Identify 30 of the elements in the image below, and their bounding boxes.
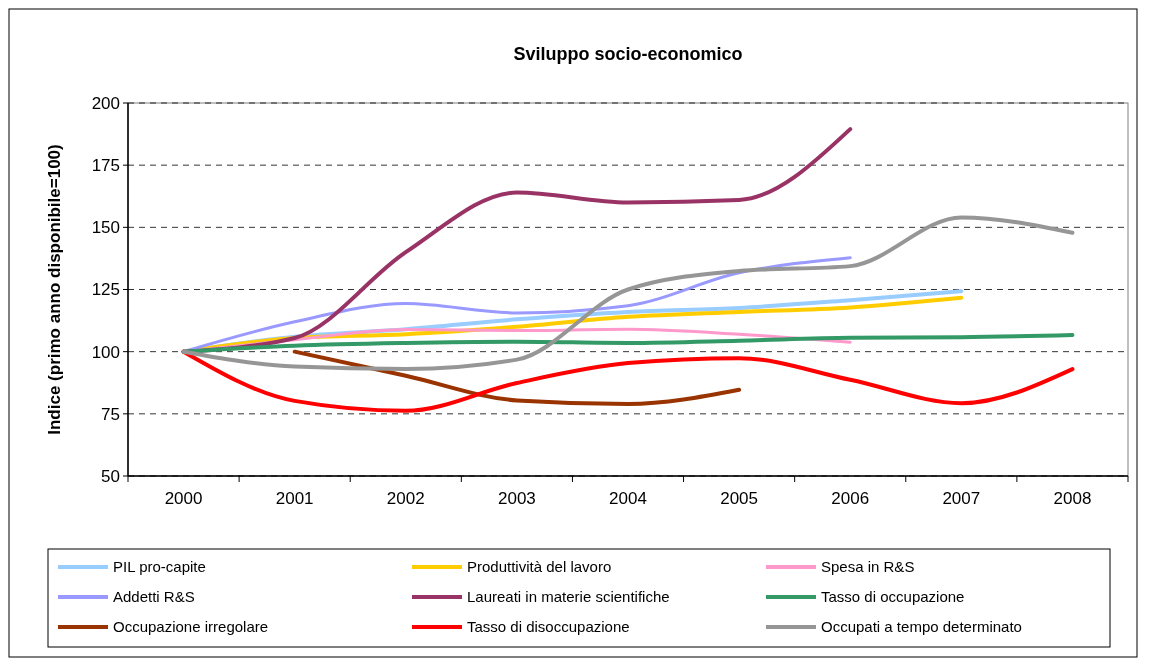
chart-title: Sviluppo socio-economico: [513, 44, 743, 64]
y-tick-label: 150: [91, 218, 120, 238]
x-tick-label: 2007: [942, 489, 981, 508]
legend-label: PIL pro-capite: [113, 558, 206, 576]
legend-label: Spesa in R&S: [821, 558, 915, 576]
y-tick-label: 175: [91, 156, 120, 176]
legend-label: Produttività del lavoro: [467, 558, 612, 576]
x-tick-label: 2002: [386, 489, 425, 508]
line-series: [181, 215, 1075, 372]
y-tick-label: 75: [101, 404, 120, 424]
y-tick-label: 100: [91, 342, 120, 362]
x-tick-label: 2004: [609, 489, 647, 508]
legend-label: Laureati in materie scientifiche: [467, 588, 670, 606]
legend-label: Addetti R&S: [113, 588, 195, 606]
x-tick-label: 2001: [275, 489, 314, 508]
y-tick-label: 200: [91, 93, 120, 113]
x-tick-label: 2008: [1053, 489, 1092, 508]
legend-label: Tasso di disoccupazione: [467, 618, 630, 636]
x-tick-label: 2000: [164, 489, 203, 508]
x-tick-label: 2006: [831, 489, 870, 508]
y-axis-title: Indice (primo anno disponibile=100): [45, 144, 64, 435]
line-series: [181, 349, 1075, 413]
x-tick-label: 2005: [720, 489, 759, 508]
legend-label: Occupazione irregolare: [113, 618, 269, 636]
line-series: [292, 349, 742, 406]
x-tick-label: 2003: [497, 489, 536, 508]
y-tick-label: 125: [91, 280, 120, 300]
legend-label: Occupati a tempo determinato: [821, 618, 1022, 636]
legend-label: Tasso di occupazione: [821, 588, 965, 606]
y-tick-label: 50: [101, 466, 120, 486]
